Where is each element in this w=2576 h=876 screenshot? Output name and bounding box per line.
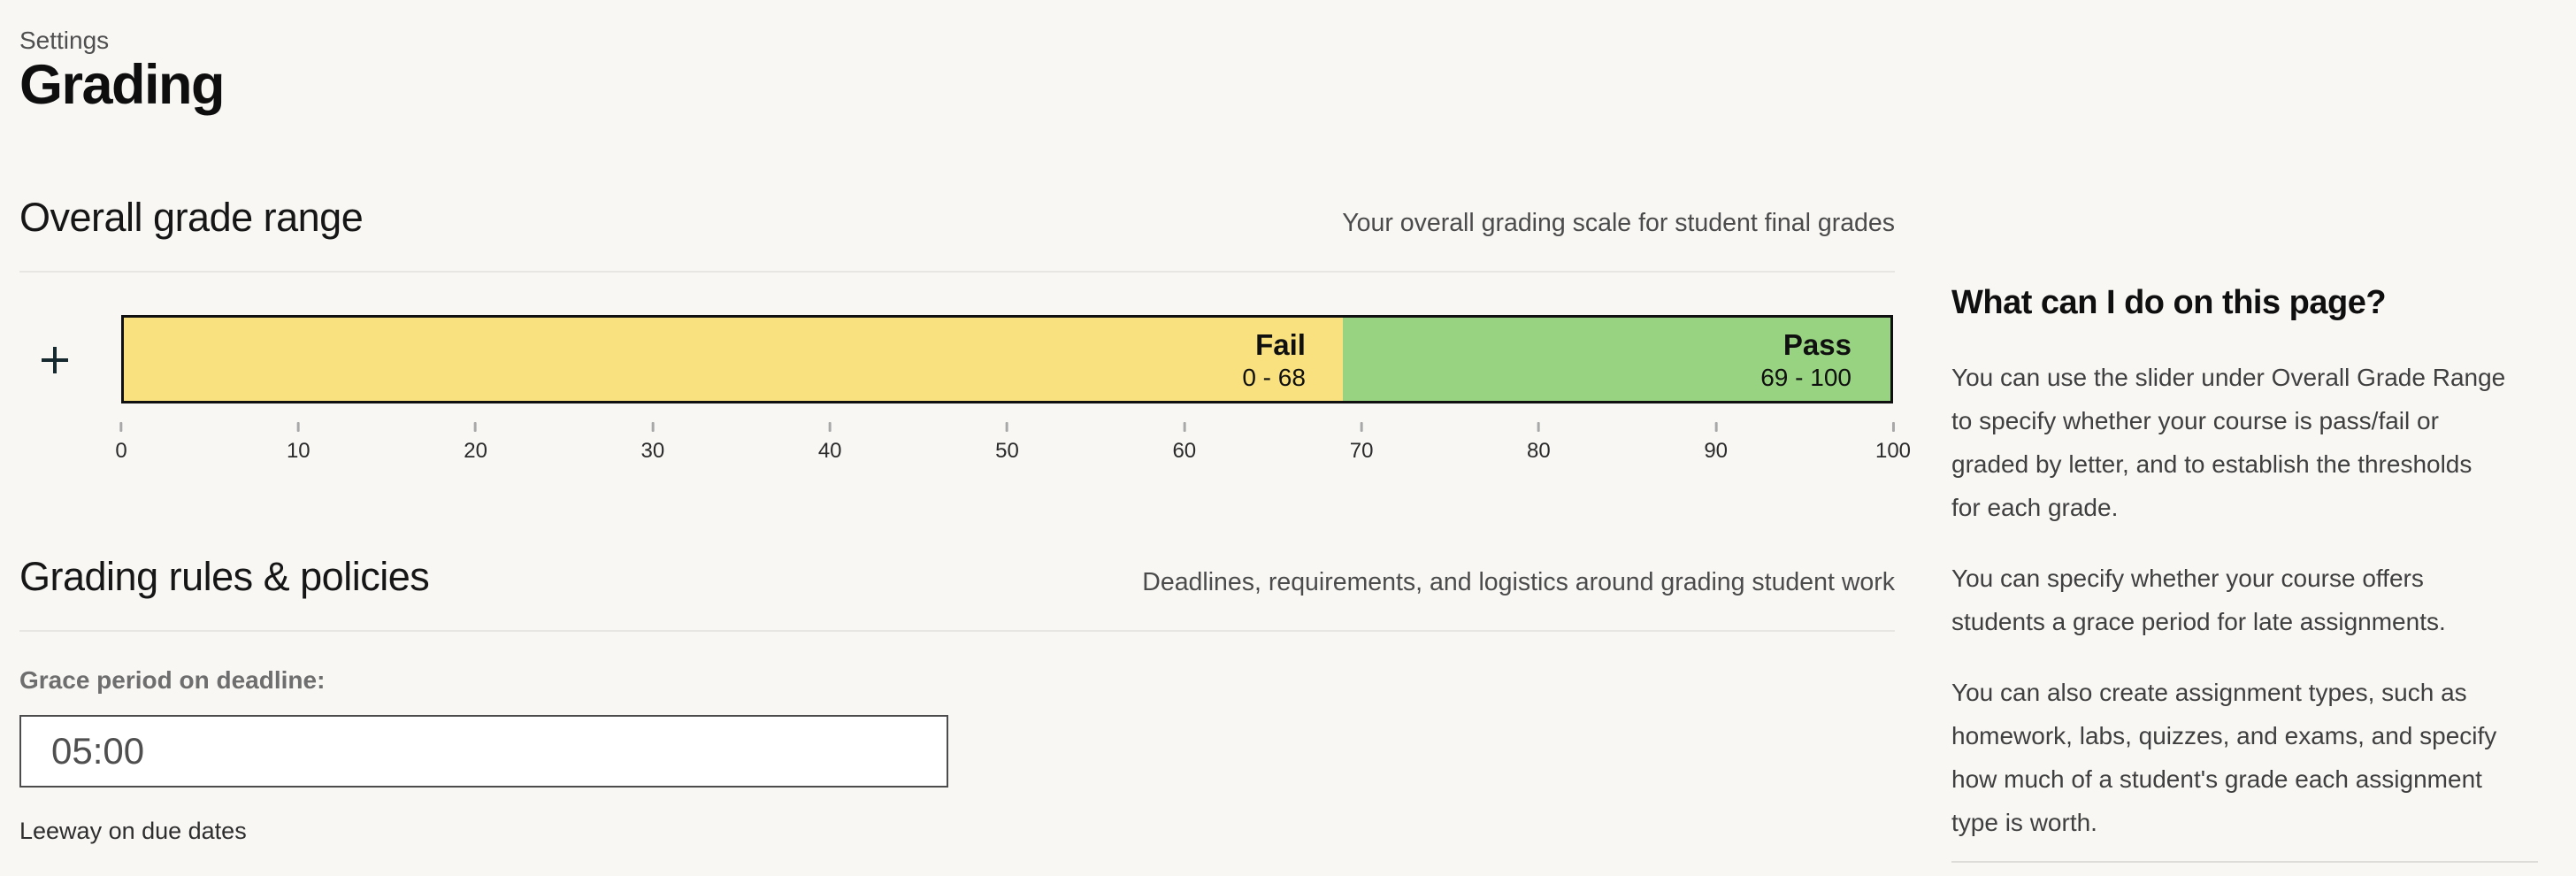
tick-label: 40 xyxy=(817,439,842,463)
tick-mark xyxy=(828,422,832,432)
tick-mark xyxy=(119,422,123,432)
section-header-rules: Grading rules & policies Deadlines, requ… xyxy=(19,554,1895,600)
sidebar-body: You can use the slider under Overall Gra… xyxy=(1951,356,2571,872)
add-grade-segment-button[interactable] xyxy=(41,346,69,374)
axis-tick: 40 xyxy=(818,422,842,464)
segment-fail-label: Fail xyxy=(1255,327,1306,361)
axis-tick: 60 xyxy=(1172,422,1196,464)
help-sidebar: What can I do on this page? You can use … xyxy=(1951,0,2571,876)
tick-mark xyxy=(1537,422,1540,432)
tick-mark xyxy=(1891,422,1895,432)
tick-mark xyxy=(296,422,300,432)
tick-label: 10 xyxy=(286,439,310,463)
grace-period-label: Grace period on deadline: xyxy=(19,666,326,694)
sidebar-heading: What can I do on this page? xyxy=(1951,284,2387,321)
axis-tick: 100 xyxy=(1875,422,1911,464)
axis-tick: 70 xyxy=(1349,422,1374,464)
axis-tick: 90 xyxy=(1704,422,1728,464)
tick-label: 100 xyxy=(1874,439,1912,463)
tick-label: 0 xyxy=(115,439,127,463)
section-rules-title: Grading rules & policies xyxy=(19,554,430,599)
segment-fail[interactable]: Fail 0 - 68 xyxy=(124,318,1343,401)
divider xyxy=(19,271,1895,273)
sidebar-paragraph: You can use the slider under Overall Gra… xyxy=(1951,364,2506,521)
axis-tick: 0 xyxy=(115,422,127,464)
tick-mark xyxy=(1183,422,1186,432)
section-grade-range-description: Your overall grading scale for student f… xyxy=(1342,209,1895,237)
plus-icon xyxy=(41,346,69,374)
grace-period-input[interactable] xyxy=(19,715,948,788)
segment-pass[interactable]: Pass 69 - 100 xyxy=(1342,318,1890,401)
tick-label: 70 xyxy=(1349,439,1374,463)
axis-tick: 30 xyxy=(640,422,665,464)
tick-mark xyxy=(1714,422,1718,432)
tick-label: 50 xyxy=(995,439,1019,463)
grace-period-help: Leeway on due dates xyxy=(19,818,247,844)
axis-tick: 50 xyxy=(995,422,1019,464)
tick-mark xyxy=(651,422,655,432)
divider xyxy=(19,630,1895,632)
breadcrumb[interactable]: Settings xyxy=(19,27,110,54)
section-grade-range-title: Overall grade range xyxy=(19,195,364,240)
sidebar-paragraph: You can specify whether your course offe… xyxy=(1951,565,2446,635)
divider xyxy=(1951,861,2538,863)
segment-fail-range: 0 - 68 xyxy=(1242,363,1306,391)
page-title: Grading xyxy=(19,54,226,116)
tick-label: 80 xyxy=(1527,439,1551,463)
tick-label: 30 xyxy=(640,439,665,463)
tick-mark xyxy=(474,422,478,432)
segment-pass-label: Pass xyxy=(1782,327,1852,361)
section-header-grade-range: Overall grade range Your overall grading… xyxy=(19,195,1895,241)
tick-mark xyxy=(1360,422,1363,432)
tick-label: 20 xyxy=(464,439,487,463)
axis-tick: 80 xyxy=(1527,422,1551,464)
main-content: Settings Grading Overall grade range You… xyxy=(19,0,1911,876)
sidebar-paragraph: You can also create assignment types, su… xyxy=(1951,679,2497,836)
tick-label: 90 xyxy=(1704,439,1729,463)
axis-tick: 20 xyxy=(464,422,487,464)
tick-label: 60 xyxy=(1172,439,1197,463)
axis-tick: 10 xyxy=(287,422,310,464)
section-rules-description: Deadlines, requirements, and logistics a… xyxy=(1142,568,1895,596)
grade-axis: 0 10 20 30 40 50 60 70 80 90 100 xyxy=(115,422,1911,472)
segment-pass-range: 69 - 100 xyxy=(1760,363,1852,391)
grade-range-slider[interactable]: Fail 0 - 68 Pass 69 - 100 xyxy=(121,315,1893,403)
tick-mark xyxy=(1005,422,1008,432)
